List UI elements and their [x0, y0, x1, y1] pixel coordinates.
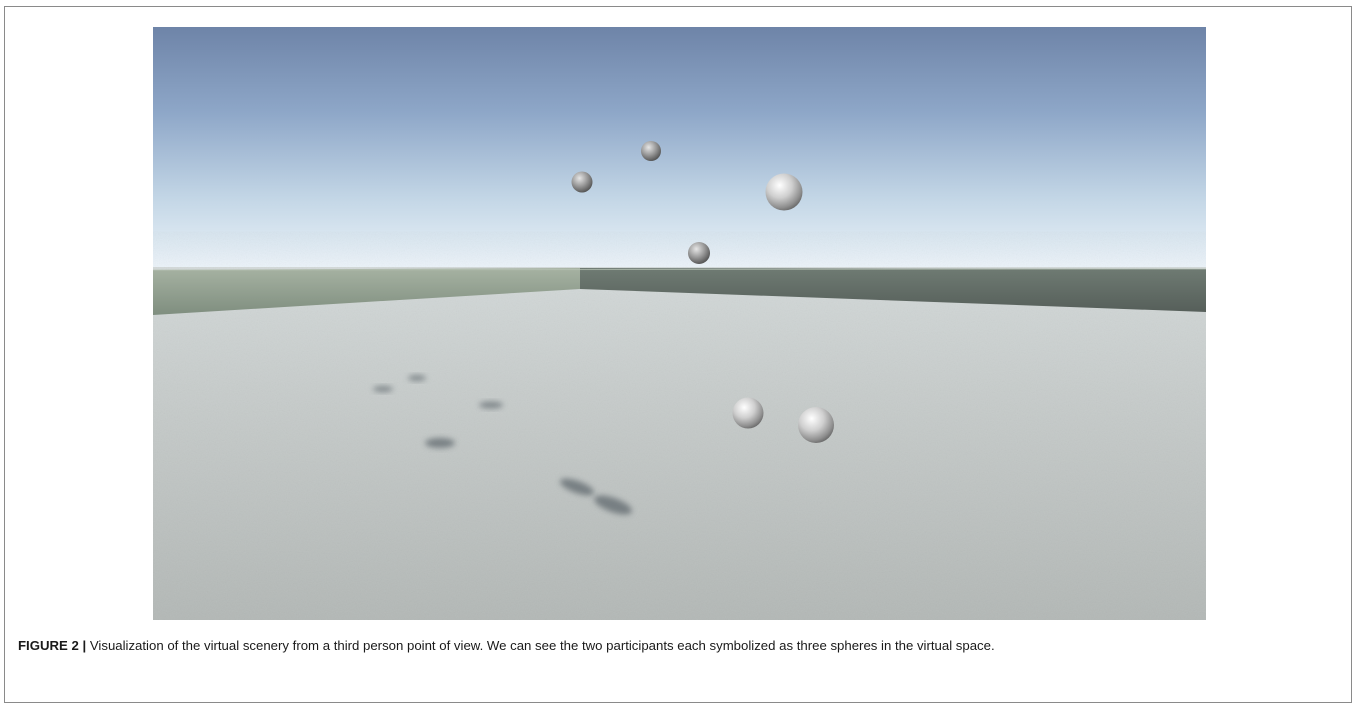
- sphere: [641, 141, 661, 161]
- wall-left: [153, 268, 580, 315]
- sphere: [798, 407, 834, 443]
- sphere: [732, 397, 764, 429]
- sphere-shadow: [594, 495, 632, 515]
- sphere-shadow: [425, 438, 455, 448]
- sphere-shadow: [408, 375, 426, 381]
- sphere-shadow: [373, 386, 393, 392]
- floor-texture: [153, 267, 1206, 620]
- sphere-shadow: [559, 478, 595, 496]
- virtual-scene-image: [153, 27, 1206, 620]
- sphere: [688, 242, 710, 264]
- sphere: [765, 173, 803, 211]
- sphere: [571, 171, 593, 193]
- figure-caption-text: Visualization of the virtual scenery fro…: [89, 638, 995, 653]
- figure-caption: FIGURE 2 | Visualization of the virtual …: [18, 636, 1334, 655]
- figure-label: FIGURE 2 |: [18, 638, 87, 653]
- sky: [153, 27, 1206, 272]
- sphere-shadow: [479, 401, 503, 409]
- scene-render-svg: [153, 27, 1206, 620]
- wall-right: [580, 268, 1206, 312]
